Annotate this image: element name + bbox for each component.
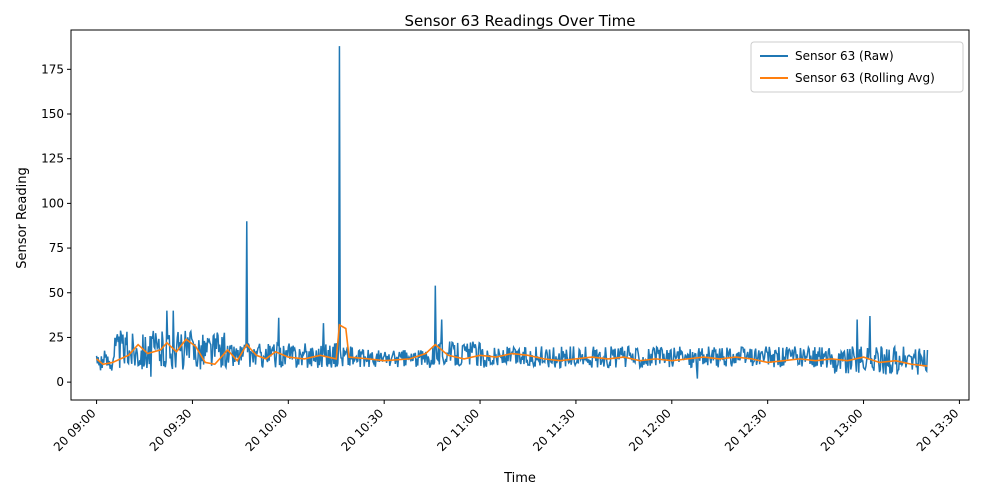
legend-label-rolling-avg: Sensor 63 (Rolling Avg) <box>795 71 935 85</box>
legend-box <box>750 41 964 93</box>
x-tick-label: 20 13:00 <box>818 406 866 454</box>
chart-title: Sensor 63 Readings Over Time <box>404 12 635 30</box>
x-tick-label: 20 10:30 <box>338 406 386 454</box>
y-tick-label: 75 <box>49 241 64 255</box>
x-tick-label: 20 13:30 <box>914 406 962 454</box>
plot-frame <box>70 29 970 401</box>
series-line-rolling-avg <box>96 323 928 367</box>
y-tick-label: 100 <box>41 196 64 210</box>
legend-label-raw: Sensor 63 (Raw) <box>795 49 894 63</box>
x-tick-label: 20 09:30 <box>147 406 195 454</box>
x-tick-label: 20 11:00 <box>434 406 482 454</box>
legend: Sensor 63 (Raw) Sensor 63 (Rolling Avg) <box>750 41 964 93</box>
y-tick-label: 125 <box>41 152 64 166</box>
series-line-raw <box>95 46 929 379</box>
y-tick-label: 25 <box>49 330 64 344</box>
x-axis-label: Time <box>503 471 536 486</box>
y-axis: 0 25 50 75 100 125 150 175 <box>41 62 71 389</box>
x-tick-label: 20 09:00 <box>51 406 99 454</box>
y-tick-label: 50 <box>49 286 64 300</box>
y-tick-label: 150 <box>41 107 64 121</box>
y-tick-label: 175 <box>41 62 64 76</box>
x-tick-label: 20 11:30 <box>530 406 578 454</box>
x-tick-label: 20 12:30 <box>722 406 770 454</box>
y-tick-label: 0 <box>56 375 64 389</box>
x-axis: 20 09:00 20 09:30 20 10:00 20 10:30 20 11:00… <box>51 400 962 454</box>
y-axis-label: Sensor Reading <box>15 167 30 268</box>
x-tick-label: 20 12:00 <box>626 406 674 454</box>
plot-area <box>70 29 970 401</box>
x-tick-label: 20 10:00 <box>243 406 291 454</box>
